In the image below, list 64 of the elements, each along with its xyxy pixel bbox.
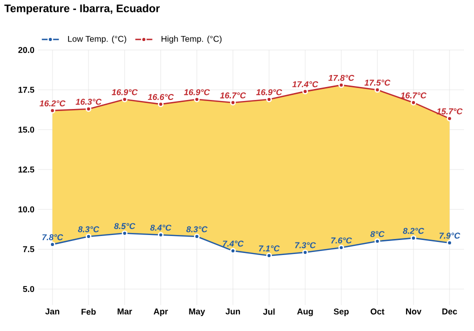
data-label: 8°C bbox=[370, 231, 385, 238]
data-label: 16.9°C bbox=[256, 89, 282, 96]
y-tick-label: 5.0 bbox=[22, 286, 34, 292]
point bbox=[338, 82, 344, 88]
point bbox=[230, 100, 236, 106]
data-label: 16.2°C bbox=[40, 100, 66, 106]
data-label: 7.3°C bbox=[295, 242, 316, 248]
point bbox=[194, 234, 200, 240]
point bbox=[266, 252, 272, 258]
x-tick-label: Jan bbox=[45, 308, 60, 314]
data-label: 7.6°C bbox=[331, 237, 352, 244]
point bbox=[266, 96, 272, 102]
point bbox=[302, 250, 308, 256]
point bbox=[374, 87, 380, 93]
y-tick-label: 10.0 bbox=[18, 206, 34, 212]
x-tick-label: Sep bbox=[334, 308, 349, 316]
y-tick-label: 20.0 bbox=[18, 47, 34, 53]
y-tick-label: 7.5 bbox=[23, 246, 34, 252]
point bbox=[302, 88, 308, 94]
data-label: 8.3°C bbox=[186, 226, 208, 232]
data-label: 17.4°C bbox=[292, 81, 318, 88]
data-label: 7.1°C bbox=[259, 245, 280, 252]
point bbox=[86, 234, 92, 240]
data-label: 16.7°C bbox=[220, 92, 246, 98]
x-tick-label: Mar bbox=[118, 308, 132, 314]
y-tick-label: 17.5 bbox=[18, 86, 34, 93]
data-label: 16.7°C bbox=[400, 92, 427, 98]
data-label: 8.2°C bbox=[402, 228, 424, 234]
legend-label: High Temp. (°C) bbox=[162, 36, 222, 44]
chart-title: Temperature - Ibarra, Ecuador bbox=[4, 4, 160, 14]
x-tick-label: Jun bbox=[226, 308, 240, 314]
x-tick-label: Jul bbox=[263, 308, 275, 315]
data-label: 17.5°C bbox=[364, 80, 390, 86]
point bbox=[158, 101, 164, 108]
legend-label: Low Temp. (°C) bbox=[68, 36, 126, 44]
point bbox=[374, 238, 380, 244]
x-tick-label: May bbox=[189, 308, 206, 316]
point bbox=[158, 232, 164, 238]
data-label: 8.5°C bbox=[114, 223, 136, 230]
data-label: 15.7°C bbox=[436, 108, 463, 114]
data-label: 17.8°C bbox=[328, 74, 354, 81]
x-tick-label: Dec bbox=[442, 308, 458, 314]
y-tick-label: 15.0 bbox=[18, 126, 34, 133]
point bbox=[122, 96, 128, 102]
x-tick-label: Apr bbox=[154, 308, 168, 316]
x-tick-label: Feb bbox=[82, 308, 96, 315]
x-tick-label: Oct bbox=[370, 308, 384, 315]
point bbox=[410, 100, 416, 106]
point bbox=[194, 96, 200, 102]
data-label: 8.4°C bbox=[150, 224, 172, 231]
x-tick-label: Aug bbox=[297, 308, 313, 316]
point bbox=[338, 244, 344, 250]
data-label: 16.6°C bbox=[148, 94, 174, 100]
data-label: 16.9°C bbox=[184, 89, 210, 96]
point bbox=[230, 248, 236, 254]
data-label: 8.3°C bbox=[78, 226, 100, 232]
data-label: 16.9°C bbox=[112, 89, 138, 96]
x-tick-label: Nov bbox=[406, 308, 422, 314]
data-label: 16.3°C bbox=[76, 98, 102, 105]
point bbox=[122, 230, 128, 236]
point bbox=[86, 106, 92, 112]
y-tick-label: 12.5 bbox=[18, 166, 34, 173]
data-label: 7.4°C bbox=[222, 240, 244, 247]
point bbox=[410, 235, 416, 241]
